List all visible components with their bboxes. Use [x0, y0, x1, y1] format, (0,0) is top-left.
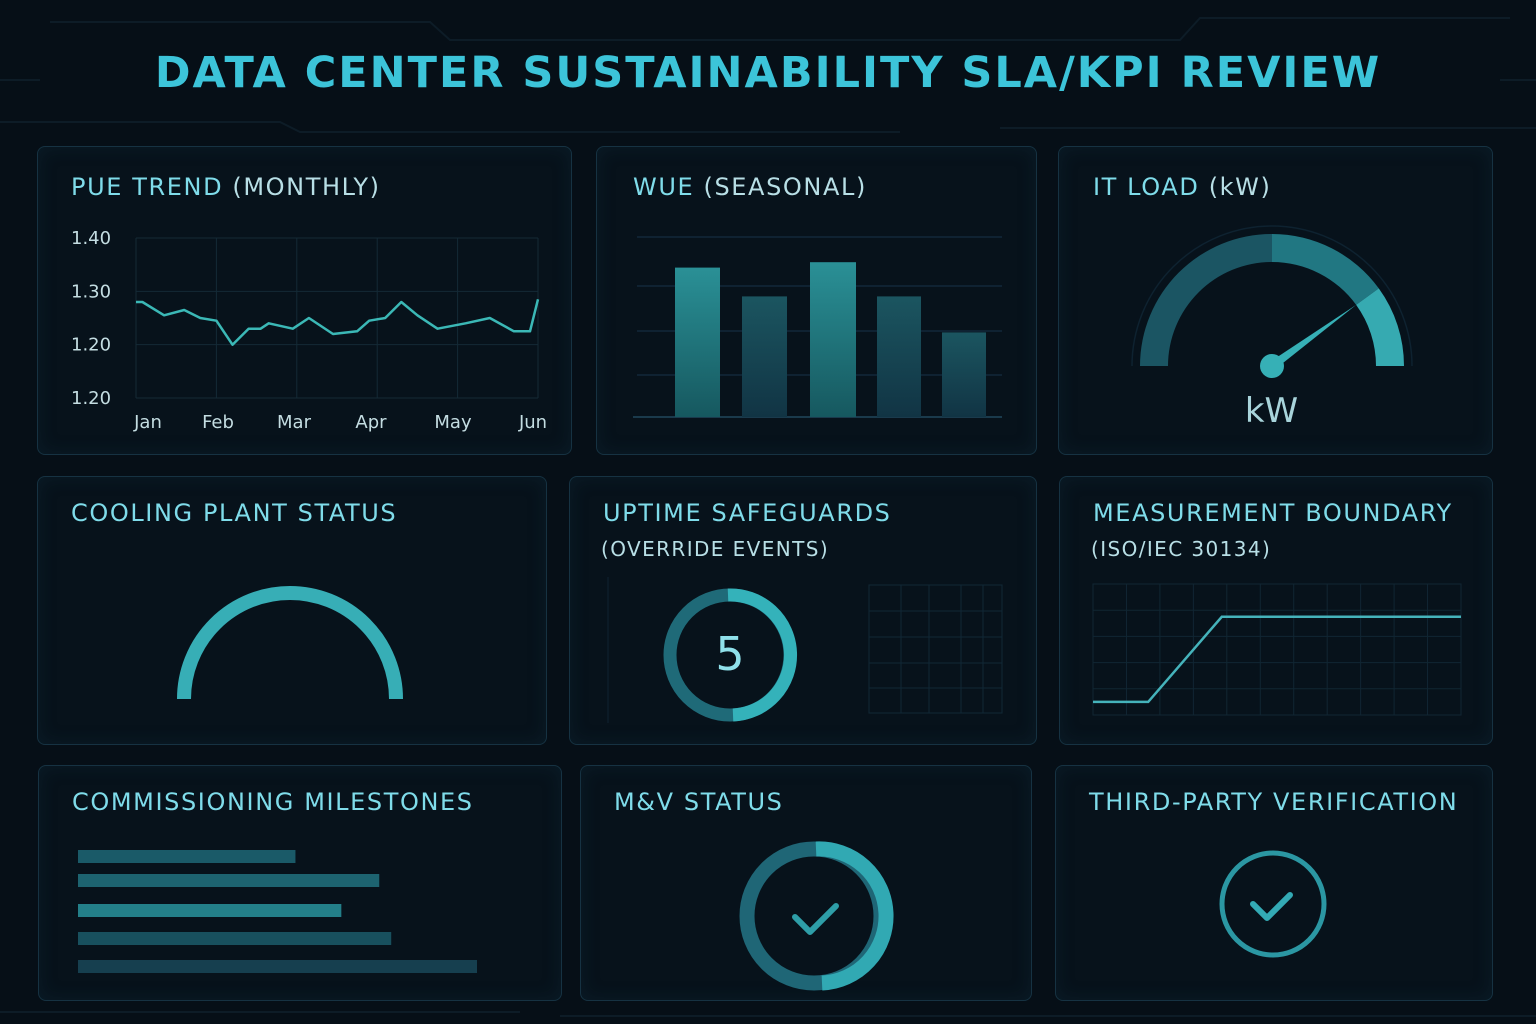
- verification-badge: [1219, 850, 1327, 958]
- x-tick-label: Jun: [518, 412, 547, 433]
- commissioning-milestones-title: COMMISSIONING MILESTONES: [72, 788, 474, 816]
- gauge-segment: [1356, 288, 1404, 366]
- cooling-plant-title: COOLING PLANT STATUS: [71, 499, 398, 527]
- x-tick-label: Mar: [277, 412, 312, 433]
- pue-series-line: [136, 298, 540, 346]
- wue-bar: [810, 262, 856, 417]
- wue-bar: [675, 267, 720, 417]
- wue-card: WUE (SEASONAL): [596, 146, 1037, 455]
- mv-status-title: M&V STATUS: [614, 788, 784, 816]
- cooling-plant-card: COOLING PLANT STATUS: [37, 476, 547, 745]
- wue-title: WUE (SEASONAL): [633, 173, 867, 201]
- milestones-bar-chart: [78, 850, 477, 973]
- gauge-needle: [1269, 304, 1357, 370]
- it-load-unit-label: kW: [1244, 391, 1299, 431]
- x-tick-label: Jan: [133, 412, 162, 433]
- wue-bar-chart: [633, 236, 1002, 418]
- measurement-boundary-card: MEASUREMENT BOUNDARY (ISO/IEC 30134): [1059, 476, 1493, 745]
- pue-trend-title: PUE TREND (MONTHLY): [71, 173, 381, 201]
- wue-bar: [942, 332, 986, 417]
- x-tick-label: May: [434, 412, 472, 433]
- x-tick-label: Feb: [202, 412, 234, 433]
- page-title: DATA CENTER SUSTAINABILITY SLA/KPI REVIE…: [154, 48, 1382, 98]
- measurement-boundary-chart: [1092, 583, 1462, 716]
- uptime-safeguards-card: UPTIME SAFEGUARDS (OVERRIDE EVENTS) 5: [569, 476, 1037, 745]
- it-load-gauge: [1131, 225, 1413, 378]
- y-tick-label: 1.30: [71, 281, 111, 302]
- override-events-count: 5: [715, 627, 745, 681]
- milestone-bar: [78, 850, 296, 863]
- third-party-verification-title: THIRD-PARTY VERIFICATION: [1089, 788, 1459, 816]
- it-load-card: IT LOAD (kW) kW: [1058, 146, 1493, 455]
- check-icon: [1250, 892, 1293, 921]
- uptime-safeguards-subtitle: (OVERRIDE EVENTS): [601, 537, 830, 561]
- milestone-bar: [78, 904, 342, 917]
- measurement-boundary-subtitle: (ISO/IEC 30134): [1091, 537, 1272, 561]
- uptime-safeguards-title: UPTIME SAFEGUARDS: [603, 499, 892, 527]
- it-load-title: IT LOAD (kW): [1093, 173, 1272, 201]
- y-tick-label: 1.20: [71, 388, 111, 409]
- milestone-bar: [78, 874, 380, 887]
- y-tick-label: 1.40: [71, 228, 111, 249]
- wue-bar: [742, 296, 787, 417]
- y-tick-label: 1.20: [71, 335, 111, 356]
- gauge-hub: [1260, 354, 1284, 378]
- uptime-donut: [607, 577, 1003, 723]
- x-tick-label: Apr: [355, 412, 387, 433]
- third-party-verification-card: THIRD-PARTY VERIFICATION: [1055, 765, 1493, 1001]
- commissioning-milestones-card: COMMISSIONING MILESTONES: [38, 765, 562, 1001]
- check-icon: [792, 903, 839, 935]
- boundary-line: [1093, 615, 1461, 704]
- milestone-bar: [78, 960, 477, 973]
- gauge-segment: [1272, 234, 1379, 305]
- gauge-segment: [1140, 234, 1272, 366]
- mv-status-card: M&V STATUS: [580, 765, 1032, 1001]
- wue-bar: [877, 296, 921, 417]
- mv-status-donut: [739, 841, 894, 991]
- measurement-boundary-title: MEASUREMENT BOUNDARY: [1093, 499, 1453, 527]
- cooling-plant-arc: [177, 586, 403, 700]
- milestone-bar: [78, 932, 392, 945]
- pue-line-chart: 1.40 1.30 1.20 1.20 Jan Feb Mar Apr May Jun: [71, 228, 547, 433]
- pue-trend-card: PUE TREND (MONTHLY) 1.40 1.30 1.20 1.20 Jan F…: [37, 146, 572, 455]
